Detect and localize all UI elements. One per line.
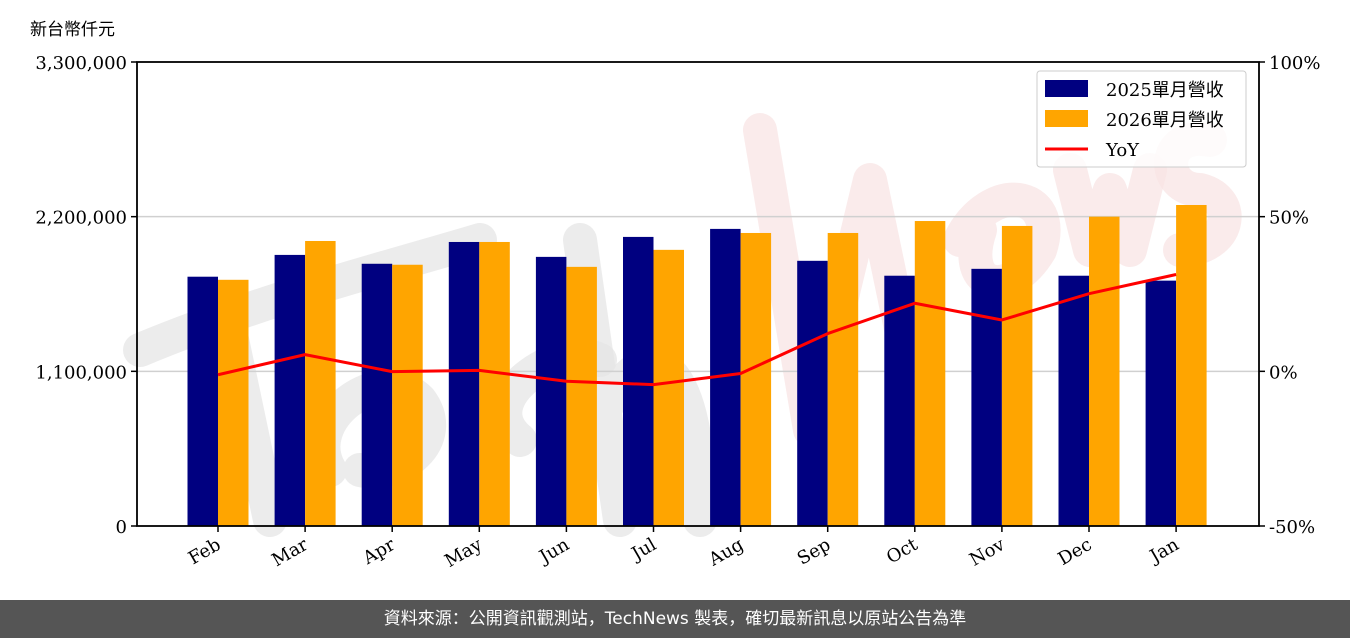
bar-2026-jun (566, 266, 597, 526)
bar-2025-oct (884, 275, 915, 526)
y-axis-label: 新台幣仟元 (30, 20, 115, 40)
bar-2026-jan (1176, 204, 1207, 526)
watermark-stroke (1053, 153, 1167, 267)
bar-2026-may (479, 241, 510, 526)
bar-2026-nov (1001, 225, 1033, 527)
legend-label: YoY (1105, 140, 1140, 161)
x-tick-label-sep: Sep (794, 534, 834, 569)
x-tick-label-jun: Jun (534, 534, 573, 569)
x-tick-label-jul: Jul (626, 534, 660, 566)
bar-2025-dec (1058, 275, 1089, 526)
bar-2025-apr (361, 263, 393, 526)
bar-2025-jan (1145, 280, 1177, 526)
legend-box (1036, 70, 1247, 168)
bar-2026-mar (305, 240, 336, 526)
legend-swatch (1045, 80, 1088, 97)
legend: 2025單月營收 2026單月營收 YoY (1036, 70, 1247, 168)
bar-2025-may (448, 241, 480, 526)
bar-2026-feb (218, 279, 249, 526)
x-tick-label-feb: Feb (185, 534, 225, 569)
bar-2025-nov (971, 268, 1002, 526)
y2-tick-label: 0% (1269, 362, 1298, 383)
bar-2025-sep (797, 260, 828, 526)
y2-tick-label: 50% (1269, 208, 1309, 229)
y-tick-label: 2,200,000 (35, 208, 127, 229)
bar-2025-jun (535, 256, 567, 526)
y2-tick-label: 100% (1269, 53, 1320, 74)
bar-2026-sep (827, 232, 859, 526)
bar-line-chart: 0 1,100,000 2,200,000 3,300,000 -50% 0% 50% 100… (35, 53, 1320, 572)
bar-2026-jul (653, 249, 684, 526)
bar-2025-jul (623, 236, 654, 526)
source-footer: 資料來源：公開資訊觀測站，TechNews 製表，確切最新訊息以原站公告為準 (0, 600, 1350, 638)
x-tick-label-jan: Jan (1145, 534, 1183, 568)
plot-frame (136, 61, 1260, 527)
x-tick-label-dec: Dec (1055, 534, 1096, 570)
x-tick-label-oct: Oct (883, 534, 922, 569)
y2-tick-label: -50% (1269, 517, 1315, 538)
bar-2025-mar (274, 254, 306, 527)
x-tick-label-mar: Mar (268, 534, 312, 571)
bar-2025-feb (187, 276, 218, 526)
x-tick-label-apr: Apr (359, 534, 399, 569)
x-tick-label-nov: Nov (966, 534, 1009, 571)
x-tick-label-may: May (441, 534, 486, 572)
legend-label: 2026單月營收 (1106, 110, 1224, 131)
bar-2026-aug (740, 232, 772, 526)
legend-label: 2025單月營收 (1106, 80, 1224, 101)
legend-swatch (1045, 110, 1088, 127)
y-tick-label: 1,100,000 (35, 362, 127, 383)
y-tick-label: 0 (116, 517, 127, 538)
bar-2026-oct (914, 221, 946, 526)
bar-2026-dec (1089, 216, 1120, 526)
y-tick-label: 3,300,000 (35, 53, 127, 74)
bar-2026-apr (392, 264, 423, 526)
x-tick-label-aug: Aug (704, 534, 747, 571)
yoy-line (217, 273, 1177, 387)
